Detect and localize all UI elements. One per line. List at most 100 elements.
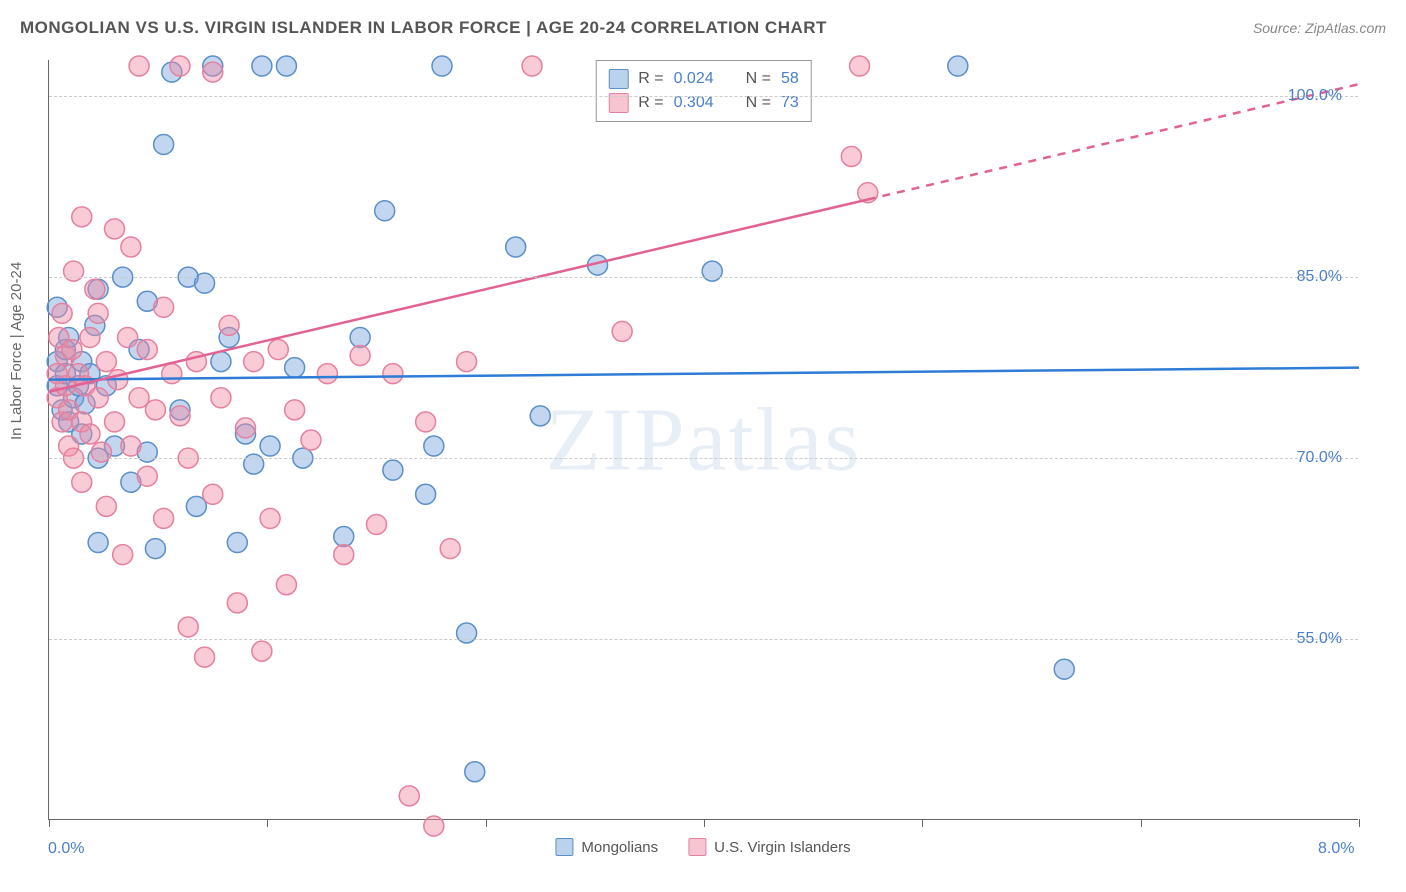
scatter-point (260, 436, 280, 456)
scatter-point (211, 352, 231, 372)
scatter-point (440, 539, 460, 559)
scatter-point (334, 527, 354, 547)
stats-r-label: R = (638, 70, 663, 88)
scatter-point (244, 352, 264, 372)
scatter-point (96, 352, 116, 372)
title-bar: MONGOLIAN VS U.S. VIRGIN ISLANDER IN LAB… (20, 18, 1386, 48)
scatter-point (383, 364, 403, 384)
stats-n-value: 58 (781, 70, 799, 88)
scatter-point (367, 514, 387, 534)
stats-row: R = 0.024 N = 58 (608, 67, 799, 91)
scatter-point (432, 56, 452, 76)
scatter-point (203, 484, 223, 504)
scatter-point (137, 340, 157, 360)
scatter-point (268, 340, 288, 360)
scatter-point (276, 575, 296, 595)
scatter-point (195, 647, 215, 667)
x-tick-mark (1359, 819, 1360, 827)
scatter-point (1054, 659, 1074, 679)
scatter-point (285, 358, 305, 378)
stats-row: R =0.304N =73 (608, 91, 799, 115)
scatter-point (350, 327, 370, 347)
scatter-point (72, 207, 92, 227)
scatter-point (276, 56, 296, 76)
scatter-point (227, 593, 247, 613)
scatter-point (317, 364, 337, 384)
scatter-point (350, 346, 370, 366)
scatter-point (62, 340, 82, 360)
scatter-point (465, 762, 485, 782)
stats-swatch (608, 69, 628, 89)
scatter-point (948, 56, 968, 76)
legend-label: Mongolians (581, 839, 658, 856)
scatter-point (219, 315, 239, 335)
legend-item: U.S. Virgin Islanders (688, 838, 850, 856)
stats-r-value: 0.024 (674, 70, 714, 88)
scatter-point (154, 134, 174, 154)
bottom-legend: Mongolians U.S. Virgin Islanders (555, 838, 850, 856)
scatter-point (170, 406, 190, 426)
scatter-point (118, 327, 138, 347)
scatter-point (424, 436, 444, 456)
chart-container: MONGOLIAN VS U.S. VIRGIN ISLANDER IN LAB… (0, 0, 1406, 892)
legend-item: Mongolians (555, 838, 658, 856)
scatter-point (170, 56, 190, 76)
plot-svg (49, 60, 1358, 819)
scatter-point (850, 56, 870, 76)
scatter-point (416, 484, 436, 504)
trend-line (49, 368, 1359, 380)
x-tick-mark (49, 819, 50, 827)
stats-n-label: N = (746, 70, 771, 88)
x-tick-label: 8.0% (1318, 840, 1354, 858)
scatter-point (506, 237, 526, 257)
scatter-point (121, 436, 141, 456)
scatter-point (227, 533, 247, 553)
gridline-h (49, 639, 1358, 640)
scatter-point (399, 786, 419, 806)
x-tick-label: 0.0% (48, 840, 84, 858)
gridline-h (49, 277, 1358, 278)
y-tick-label: 100.0% (1288, 87, 1342, 105)
scatter-point (145, 539, 165, 559)
legend-swatch (688, 838, 706, 856)
gridline-h (49, 96, 1358, 97)
scatter-point (80, 424, 100, 444)
scatter-point (85, 279, 105, 299)
scatter-point (154, 508, 174, 528)
scatter-point (236, 418, 256, 438)
chart-title: MONGOLIAN VS U.S. VIRGIN ISLANDER IN LAB… (20, 18, 1386, 38)
scatter-point (203, 62, 223, 82)
source-label: Source: ZipAtlas.com (1253, 20, 1386, 36)
scatter-point (260, 508, 280, 528)
scatter-point (162, 364, 182, 384)
legend-swatch (555, 838, 573, 856)
scatter-point (178, 617, 198, 637)
scatter-point (522, 56, 542, 76)
scatter-point (129, 56, 149, 76)
x-tick-mark (1141, 819, 1142, 827)
scatter-point (105, 412, 125, 432)
legend-label: U.S. Virgin Islanders (714, 839, 850, 856)
gridline-h (49, 458, 1358, 459)
trend-line-dashed (868, 84, 1359, 199)
scatter-point (252, 641, 272, 661)
scatter-point (841, 147, 861, 167)
scatter-point (457, 352, 477, 372)
scatter-point (301, 430, 321, 450)
scatter-point (211, 388, 231, 408)
stats-box: R = 0.024 N = 58 R =0.304N =73 (595, 60, 812, 122)
scatter-point (285, 400, 305, 420)
scatter-point (121, 237, 141, 257)
scatter-point (72, 472, 92, 492)
scatter-point (154, 297, 174, 317)
scatter-point (96, 496, 116, 516)
y-axis-label: In Labor Force | Age 20-24 (8, 262, 25, 440)
scatter-point (105, 219, 125, 239)
scatter-point (334, 545, 354, 565)
scatter-point (88, 303, 108, 323)
scatter-point (137, 466, 157, 486)
plot-area: ZIPatlas R =0.024N =58R =0.304N =73 55.0… (48, 60, 1358, 820)
y-tick-label: 70.0% (1297, 449, 1342, 467)
y-tick-label: 55.0% (1297, 630, 1342, 648)
y-tick-label: 85.0% (1297, 268, 1342, 286)
